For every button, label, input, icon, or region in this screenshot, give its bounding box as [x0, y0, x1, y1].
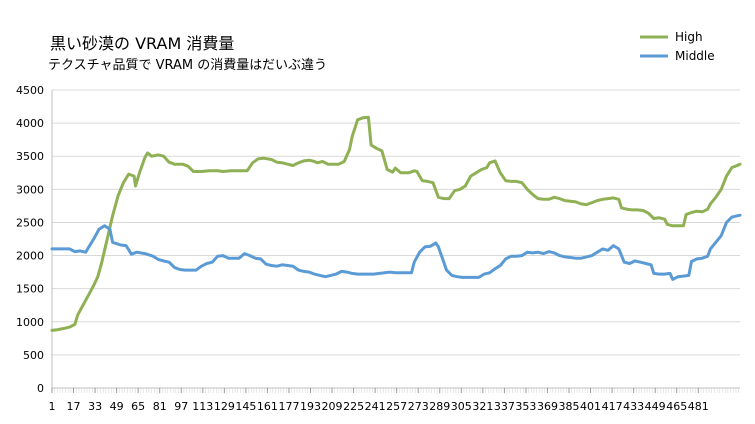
x-tick-label: 129: [214, 400, 235, 413]
x-tick-label: 49: [110, 400, 124, 413]
y-tick-label: 4000: [16, 117, 44, 130]
x-tick-label: 177: [278, 400, 299, 413]
x-tick-label: 481: [688, 400, 709, 413]
x-tick-label: 257: [386, 400, 407, 413]
x-tick-label: 273: [408, 400, 429, 413]
y-tick-label: 0: [37, 382, 44, 395]
series-line-middle: [50, 213, 742, 281]
x-tick-label: 65: [131, 400, 145, 413]
x-tick-label: 225: [343, 400, 364, 413]
x-tick-label: 465: [666, 400, 687, 413]
x-tick-label: 417: [602, 400, 623, 413]
x-tick-label: 193: [300, 400, 321, 413]
legend: High Middle: [640, 30, 715, 63]
x-tick-label: 305: [451, 400, 472, 413]
legend-label-middle: Middle: [675, 49, 715, 63]
x-tick-label: 145: [235, 400, 256, 413]
y-tick-label: 2500: [16, 216, 44, 229]
x-tick-label: 161: [257, 400, 278, 413]
x-tick-label: 209: [322, 400, 343, 413]
x-tick-label: 401: [580, 400, 601, 413]
x-tick-label: 81: [153, 400, 167, 413]
x-tick-label: 369: [537, 400, 558, 413]
y-tick-label: 4500: [16, 84, 44, 97]
x-tick-label: 1: [49, 400, 56, 413]
x-tick-label: 449: [645, 400, 666, 413]
x-tick-label: 433: [623, 400, 644, 413]
x-tick-label: 337: [494, 400, 515, 413]
chart-title: 黒い砂漠の VRAM 消費量: [50, 34, 235, 53]
y-tick-label: 500: [23, 349, 44, 362]
series-line-high: [50, 115, 742, 332]
y-tick-label: 2000: [16, 250, 44, 263]
axes: 0 500 1000 1500 2000 2500 3000 3500 4000 4500 1 17 3…: [16, 84, 740, 413]
x-tick-label: 17: [67, 400, 81, 413]
gridlines: [52, 89, 740, 389]
x-tick-label: 241: [365, 400, 386, 413]
x-tick-label: 353: [515, 400, 536, 413]
chart-subtitle: テクスチャ品質で VRAM の消費量はだいぶ違う: [48, 58, 327, 73]
x-tick-label: 33: [88, 400, 102, 413]
x-tick-label: 113: [192, 400, 213, 413]
x-tick-label: 321: [472, 400, 493, 413]
y-tick-label: 1000: [16, 316, 44, 329]
y-tick-label: 3500: [16, 150, 44, 163]
y-tick-label: 3000: [16, 183, 44, 196]
x-tick-label: 289: [429, 400, 450, 413]
x-tick-label: 97: [174, 400, 188, 413]
y-tick-label: 1500: [16, 283, 44, 296]
legend-label-high: High: [675, 30, 703, 44]
x-tick-label: 385: [559, 400, 580, 413]
series-lines: [50, 115, 742, 332]
